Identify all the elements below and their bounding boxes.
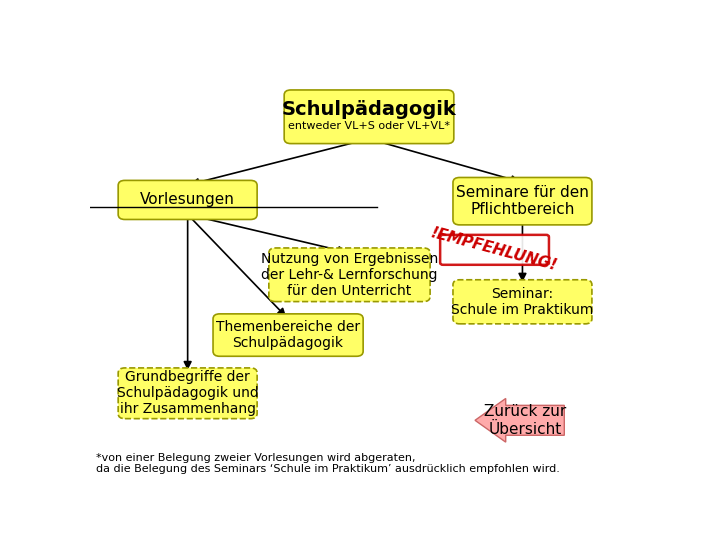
- Text: Themenbereiche der
Schulpädagogik: Themenbereiche der Schulpädagogik: [216, 320, 360, 350]
- Text: Vorlesungen: Vorlesungen: [140, 192, 235, 207]
- Text: Schulpädagogik: Schulpädagogik: [282, 100, 456, 119]
- Text: *von einer Belegung zweier Vorlesungen wird abgeraten,
da die Belegung des Semin: *von einer Belegung zweier Vorlesungen w…: [96, 453, 559, 474]
- Text: !EMPFEHLUNG!: !EMPFEHLUNG!: [430, 226, 559, 274]
- FancyBboxPatch shape: [118, 180, 257, 219]
- FancyBboxPatch shape: [118, 368, 257, 418]
- FancyBboxPatch shape: [284, 90, 454, 144]
- FancyBboxPatch shape: [213, 314, 363, 356]
- Text: entweder VL+S oder VL+VL*: entweder VL+S oder VL+VL*: [288, 121, 450, 131]
- Text: Nutzung von Ergebnissen
der Lehr-& Lernforschung
für den Unterricht: Nutzung von Ergebnissen der Lehr-& Lernf…: [261, 252, 438, 298]
- Text: Zurück zur
Übersicht: Zurück zur Übersicht: [484, 404, 567, 436]
- FancyBboxPatch shape: [440, 235, 549, 265]
- FancyBboxPatch shape: [453, 280, 592, 324]
- Text: Grundbegriffe der
Schulpädagogik und
ihr Zusammenhang: Grundbegriffe der Schulpädagogik und ihr…: [117, 370, 258, 416]
- FancyBboxPatch shape: [269, 248, 430, 302]
- Text: Seminare für den
Pflichtbereich: Seminare für den Pflichtbereich: [456, 185, 589, 218]
- FancyArrow shape: [475, 399, 564, 442]
- FancyBboxPatch shape: [453, 178, 592, 225]
- Text: Seminar:
Schule im Praktikum: Seminar: Schule im Praktikum: [451, 287, 593, 317]
